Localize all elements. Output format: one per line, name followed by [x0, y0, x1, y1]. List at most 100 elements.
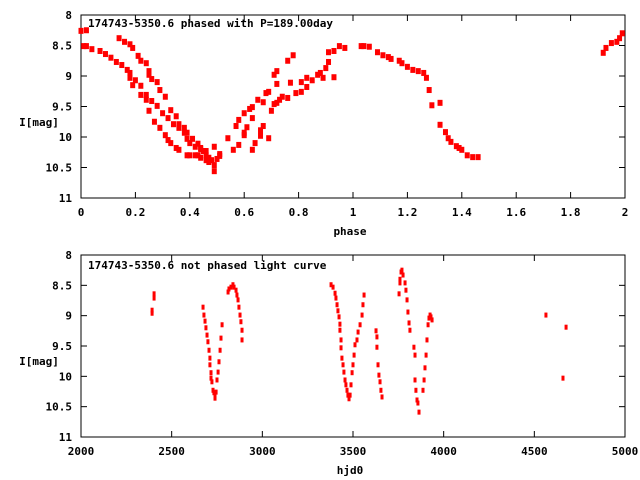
data-point — [377, 372, 381, 378]
data-point — [170, 121, 176, 128]
x-tick-label: 1 — [350, 206, 357, 219]
x-tick-label: 3000 — [249, 445, 276, 458]
data-point — [249, 104, 255, 111]
data-point — [415, 68, 421, 75]
data-point — [97, 47, 103, 54]
data-point — [227, 286, 231, 292]
data-point — [401, 272, 405, 278]
data-point — [315, 71, 321, 78]
data-point — [424, 352, 428, 358]
data-point — [415, 397, 419, 403]
data-point — [187, 140, 193, 147]
data-point — [143, 91, 149, 98]
data-point — [149, 76, 155, 83]
data-point — [219, 335, 223, 341]
data-point — [132, 77, 138, 84]
data-point — [448, 138, 454, 145]
data-point — [124, 66, 130, 73]
data-point — [429, 102, 435, 109]
data-point — [425, 337, 429, 343]
data-point — [358, 322, 362, 328]
data-point — [150, 307, 154, 313]
data-point — [274, 99, 280, 106]
data-point — [176, 124, 182, 131]
data-point — [378, 379, 382, 385]
y-tick-label: 10 — [59, 131, 72, 144]
data-point — [263, 90, 269, 97]
y-tick-label: 9 — [65, 310, 72, 323]
data-point — [287, 79, 293, 86]
x-tick-label: 1.4 — [452, 206, 472, 219]
y-axis-label: I[mag] — [19, 355, 59, 368]
data-point — [241, 129, 247, 136]
y-tick-label: 8 — [65, 249, 72, 262]
y-tick-label: 10.5 — [46, 401, 73, 414]
data-point — [358, 43, 364, 50]
data-point — [398, 276, 402, 282]
data-point — [116, 35, 122, 42]
data-point — [442, 129, 448, 136]
data-point — [240, 337, 244, 343]
data-point — [119, 62, 125, 69]
data-point — [345, 387, 349, 393]
y-tick-label: 8.5 — [52, 40, 72, 53]
data-point — [176, 146, 182, 153]
data-point — [206, 154, 212, 161]
data-point — [215, 377, 219, 383]
data-point — [184, 129, 190, 136]
data-point — [218, 347, 222, 353]
data-point — [146, 71, 152, 78]
data-point — [187, 152, 193, 159]
x-axis-label: hjd0 — [337, 464, 364, 477]
data-point — [619, 30, 625, 37]
data-point — [361, 43, 367, 50]
data-point — [143, 96, 149, 103]
unphased-light-curve-panel: 174743-5350.6 not phased light curve hjd… — [19, 249, 638, 477]
data-point — [333, 290, 337, 296]
y-tick-label: 9.5 — [52, 101, 72, 114]
x-tick-label: 2500 — [158, 445, 185, 458]
data-point — [374, 49, 380, 56]
data-point — [336, 43, 342, 50]
data-point — [374, 328, 378, 334]
x-tick-label: 2 — [622, 206, 629, 219]
data-point — [408, 327, 412, 333]
axis-ticks: 2000 2500 3000 3500 4000 4500 5000 8 8.5 9 9.5 10 10… — [46, 249, 639, 458]
data-point — [146, 68, 152, 75]
data-point — [102, 51, 108, 58]
data-point — [379, 387, 383, 393]
data-point — [83, 27, 89, 34]
data-point — [266, 88, 272, 95]
y-tick-label: 9 — [65, 70, 72, 83]
data-point — [236, 116, 242, 123]
data-point — [271, 101, 277, 108]
data-point — [184, 152, 190, 159]
data-point — [154, 102, 160, 109]
data-point — [150, 310, 154, 316]
data-point — [385, 54, 391, 61]
data-point — [397, 291, 401, 297]
data-point — [176, 121, 182, 128]
data-point — [252, 140, 258, 147]
data-point — [351, 362, 355, 368]
data-point — [236, 141, 242, 148]
data-point — [341, 362, 345, 368]
data-point — [210, 379, 214, 385]
data-point — [464, 152, 470, 159]
data-point — [258, 127, 264, 134]
data-point — [422, 377, 426, 383]
y-tick-label: 10.5 — [46, 162, 73, 175]
x-tick-label: 1.2 — [397, 206, 417, 219]
y-axis-label: I[mag] — [19, 116, 59, 129]
data-point — [244, 124, 250, 131]
data-point — [426, 87, 432, 94]
data-point — [421, 69, 427, 76]
data-point — [240, 327, 244, 333]
data-point — [232, 284, 236, 290]
y-tick-label: 11 — [59, 431, 73, 444]
data-point — [165, 115, 171, 122]
data-point — [326, 49, 332, 56]
data-point — [375, 344, 379, 350]
data-point — [404, 63, 410, 70]
data-point — [127, 41, 133, 48]
